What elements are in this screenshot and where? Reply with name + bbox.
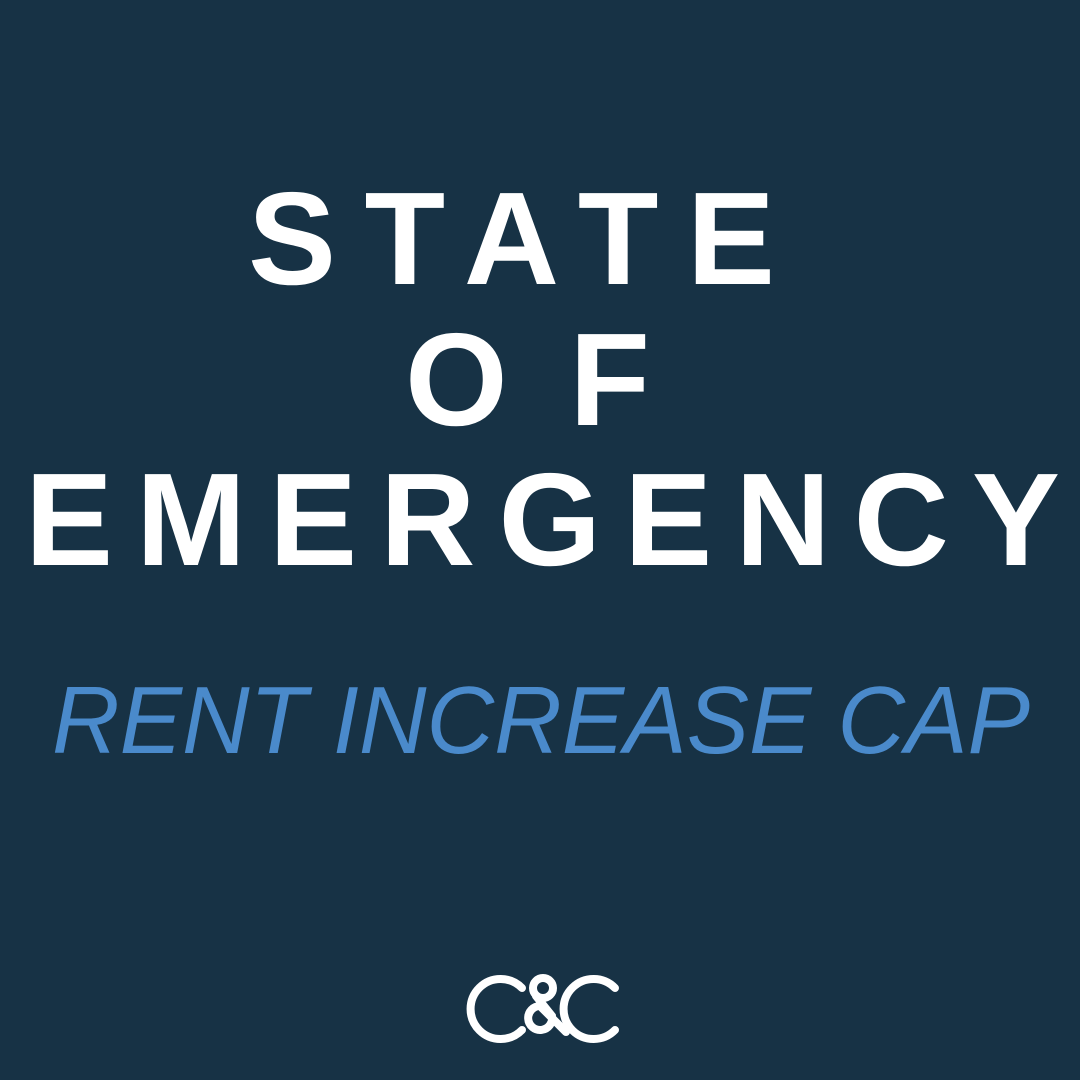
location-pin-ampersand-icon bbox=[524, 974, 570, 1036]
logo-letter-c-left bbox=[466, 975, 526, 1043]
logo-letter-c-right bbox=[559, 975, 619, 1043]
subheadline: RENT INCREASE CAP bbox=[52, 667, 1030, 774]
logo bbox=[466, 974, 619, 1043]
headline-line-3: EMERGENCY bbox=[25, 446, 1060, 593]
headline-line-1: STATE bbox=[248, 165, 775, 312]
